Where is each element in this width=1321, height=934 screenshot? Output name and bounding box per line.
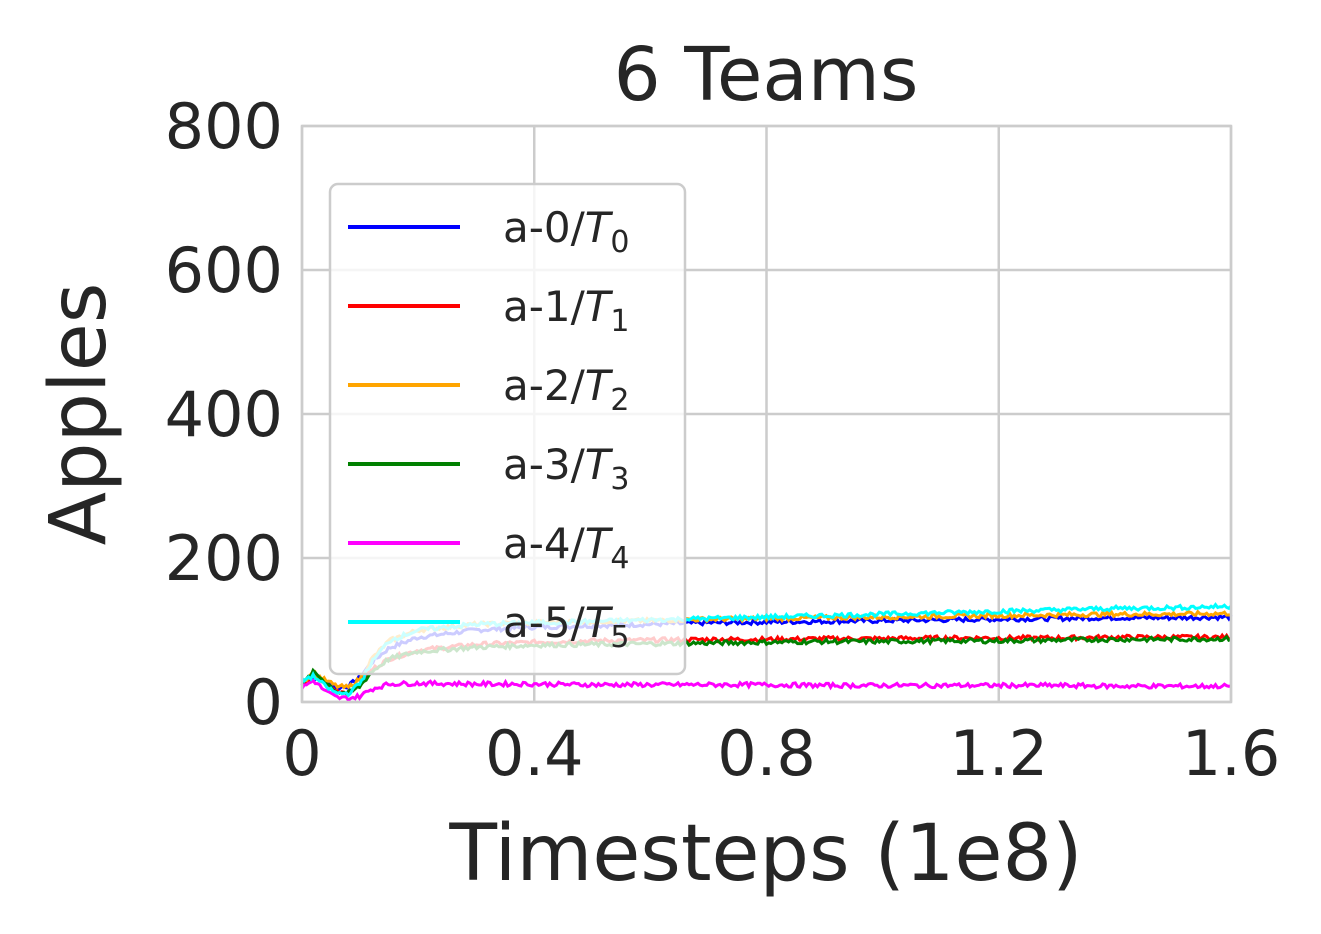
legend-label: a-2/T2 bbox=[503, 361, 630, 418]
legend-label: a-3/T3 bbox=[503, 440, 630, 497]
x-tick-labels: 0 0.4 0.8 1.2 1.6 bbox=[282, 717, 1280, 790]
y-tick-label: 800 bbox=[165, 90, 283, 163]
x-tick-label: 1.6 bbox=[1182, 717, 1281, 790]
legend-label: a-1/T1 bbox=[503, 282, 630, 339]
x-tick-label: 0.8 bbox=[717, 717, 816, 790]
y-tick-label: 400 bbox=[165, 378, 283, 451]
plot-frame bbox=[300, 124, 1233, 704]
legend-label: a-4/T4 bbox=[503, 519, 630, 576]
y-tick-labels: 0 200 400 600 800 bbox=[165, 90, 283, 739]
series-line-4 bbox=[300, 678, 1232, 703]
y-tick-label: 200 bbox=[165, 522, 283, 595]
x-tick-label: 1.2 bbox=[949, 717, 1048, 790]
y-tick-label: 0 bbox=[244, 666, 283, 739]
legend: a-0/T0 a-1/T1 a-2/T2 a-3/T3 a-4/T4 a-5/T5 bbox=[328, 182, 687, 676]
y-axis-label: Apples bbox=[34, 283, 124, 546]
x-tick-label: 0.4 bbox=[485, 717, 584, 790]
legend-label: a-0/T0 bbox=[503, 203, 630, 260]
x-tick-label: 0 bbox=[282, 717, 321, 790]
y-tick-label: 600 bbox=[165, 234, 283, 307]
x-axis-label: Timesteps (1e8) bbox=[448, 809, 1082, 899]
chart-title: 6 Teams bbox=[614, 32, 919, 118]
legend-label: a-5/T5 bbox=[503, 598, 630, 655]
